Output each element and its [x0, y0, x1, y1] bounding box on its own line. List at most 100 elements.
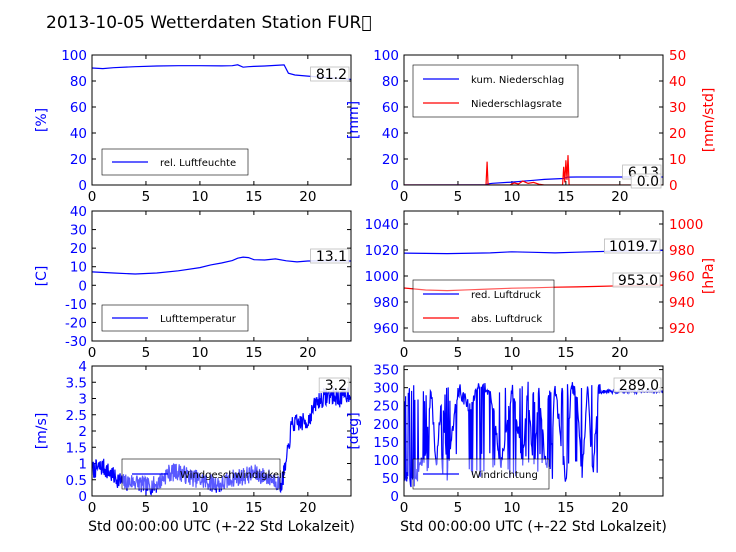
y-tick-label: 100 — [373, 48, 399, 64]
x-tick-label: 15 — [557, 345, 574, 361]
y2-tick-label: 920 — [669, 321, 695, 337]
plot-frame — [91, 54, 352, 186]
x-tick-label: 10 — [503, 189, 520, 205]
y-tick-label: -10 — [65, 297, 87, 313]
legend-label: rel. Luftfeuchte — [160, 158, 236, 169]
x-tick-label: 0 — [400, 500, 409, 516]
x-tick-label: 15 — [245, 189, 262, 205]
y-tick-label: 980 — [373, 295, 399, 311]
y-tick-label: 1020 — [365, 243, 399, 259]
legend-box — [412, 64, 579, 118]
x-tick-label: 15 — [557, 189, 574, 205]
plot-frame — [91, 210, 352, 342]
y2-tick-label: 960 — [669, 269, 695, 285]
annotation-box — [310, 248, 350, 264]
chart-pressure: 0 5 10 15 20 960 980 1000 1020 1040 920 940 960 980 10… — [365, 210, 717, 361]
y-tick-label: 80 — [382, 74, 399, 90]
legend-label: red. Luftdruck — [471, 290, 541, 301]
legend-label: abs. Luftdruck — [471, 314, 542, 325]
chart-humidity: 0 5 10 15 20 0 20 40 60 80 100 [%] 81.2 rel. Luftfeuc… — [34, 48, 352, 205]
y-tick-label: 1000 — [365, 269, 399, 285]
y-tick-label: 2.5 — [66, 408, 87, 424]
annotation-box — [318, 377, 350, 393]
plot-frame — [403, 365, 664, 497]
annotation-value: 13.1 — [316, 249, 347, 265]
legend-label: Niederschlagsrate — [471, 99, 562, 110]
y-tick-label: 50 — [382, 471, 399, 487]
x-tick-label: 15 — [245, 345, 262, 361]
x-tick-label: 5 — [454, 189, 463, 205]
x-tick-label: 10 — [191, 345, 208, 361]
y-tick-label: 0 — [390, 489, 399, 505]
annotation-value: 1019.7 — [609, 239, 658, 255]
x-axis-label: Std 00:00:00 UTC (+-22 Std Lokalzeit) — [400, 519, 667, 535]
x-tick-label: 0 — [88, 345, 97, 361]
chart-precip: 0 5 10 15 20 0 20 40 60 80 100 0 10 20 30 40 50 [mm] [mm/s… — [346, 48, 717, 205]
annotation-value: 953.0 — [618, 273, 658, 289]
y-tick-label: 1.5 — [66, 440, 87, 456]
annotation-value: 81.2 — [316, 67, 347, 83]
y2-tick-label: 1000 — [669, 217, 703, 233]
y-tick-label: 60 — [382, 100, 399, 116]
y-tick-label: 100 — [61, 48, 87, 64]
legend-label: Windgeschwindigkeit — [180, 470, 286, 481]
annotation-value: 289.0 — [619, 378, 659, 394]
plot-frame — [91, 365, 352, 497]
annotation-value: 3.2 — [325, 378, 347, 394]
series-line-0 — [92, 64, 351, 80]
series-line-1 — [404, 155, 663, 185]
y2-tick-label: 980 — [669, 243, 695, 259]
y-tick-label: 0 — [78, 178, 87, 194]
y-tick-label: 1040 — [365, 217, 399, 233]
chart-temperature: 0 5 10 15 20 -30 -20 -10 0 10 20 30 40 [C] 13.1 Lufttem… — [34, 204, 352, 361]
y-tick-label: 0 — [78, 278, 87, 294]
y-axis-label: [m/s] — [34, 413, 50, 450]
y2-tick-label: 40 — [669, 74, 686, 90]
x-tick-label: 5 — [454, 345, 463, 361]
x-tick-label: 10 — [503, 500, 520, 516]
y-tick-label: 40 — [382, 126, 399, 142]
y2-tick-label: 10 — [669, 152, 686, 168]
x-tick-label: 15 — [557, 500, 574, 516]
x-tick-label: 5 — [454, 500, 463, 516]
y-tick-label: -30 — [65, 334, 87, 350]
y-tick-label: 10 — [70, 260, 87, 276]
y-tick-label: 80 — [70, 74, 87, 90]
x-tick-label: 20 — [299, 345, 316, 361]
y2-tick-label: 940 — [669, 295, 695, 311]
y2-tick-label: 20 — [669, 126, 686, 142]
x-tick-label: 0 — [400, 345, 409, 361]
x-tick-label: 5 — [142, 189, 151, 205]
annotation-box — [630, 173, 662, 189]
annotation-box — [613, 377, 662, 393]
legend-label: Windrichtung — [471, 470, 538, 481]
annotation-box — [604, 238, 661, 254]
y-tick-label: 0.5 — [66, 473, 87, 489]
x-tick-label: 0 — [400, 189, 409, 205]
x-tick-label: 20 — [611, 500, 628, 516]
plot-frame — [403, 54, 664, 186]
y2-axis-label: [hPa] — [701, 258, 717, 294]
chart-windspeed: 0 5 10 15 20 00.511.522.533.54 [m/s] Std 00:00:… — [34, 359, 355, 535]
y-tick-label: 350 — [373, 363, 399, 379]
y2-tick-label: 50 — [669, 48, 686, 64]
y-tick-label: 0 — [390, 178, 399, 194]
annotation-box — [310, 66, 350, 82]
x-tick-label: 0 — [88, 189, 97, 205]
y-tick-label: 3 — [78, 392, 87, 408]
annotation-value: 0.0 — [637, 174, 659, 190]
y-tick-label: 200 — [373, 417, 399, 433]
y2-tick-label: 0 — [669, 178, 678, 194]
x-tick-label: 10 — [191, 500, 208, 516]
y-tick-label: 2 — [78, 424, 87, 440]
legend-box — [412, 279, 555, 333]
y2-tick-label: 30 — [669, 100, 686, 116]
y-axis-label: [mm] — [346, 101, 362, 139]
series-line-0 — [92, 256, 351, 275]
y-axis-label: [deg] — [346, 412, 362, 449]
legend-label: Lufttemperatur — [160, 314, 237, 325]
y-tick-label: 20 — [70, 152, 87, 168]
y-tick-label: 20 — [70, 241, 87, 257]
